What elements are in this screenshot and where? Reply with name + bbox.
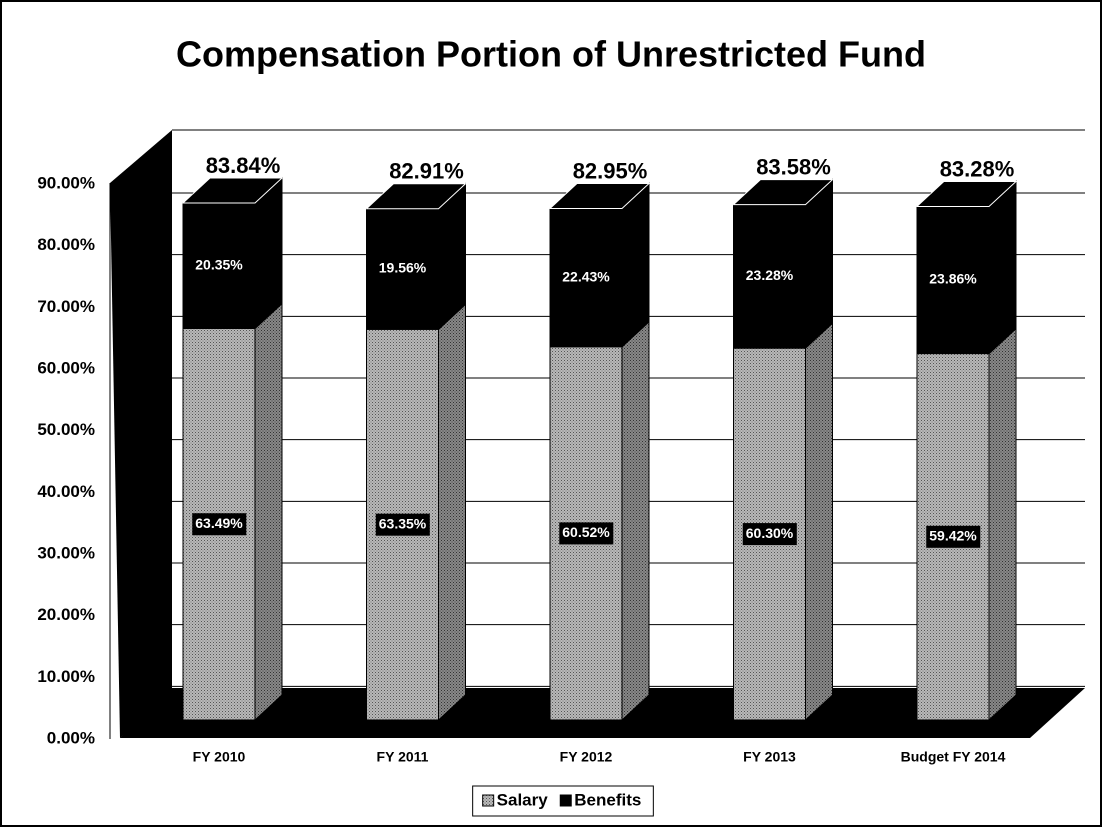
bar-side <box>988 180 1017 355</box>
bar-side <box>805 178 833 350</box>
total-label: 82.95% <box>573 158 648 183</box>
value-label-box <box>742 265 797 288</box>
bar-side <box>621 182 650 348</box>
value-label: 63.49% <box>195 515 243 531</box>
value-label: 63.35% <box>379 515 427 531</box>
chart-title: Compensation Portion of Unrestricted Fun… <box>176 34 926 75</box>
bar-side <box>805 322 833 722</box>
value-label: 60.30% <box>746 525 794 541</box>
y-tick-label: 60.00% <box>37 358 95 377</box>
y-tick-label: 80.00% <box>37 235 95 254</box>
y-tick-label: 20.00% <box>37 605 95 624</box>
value-label: 59.42% <box>929 527 977 543</box>
bar-top <box>365 183 467 210</box>
value-label: 60.52% <box>562 524 610 540</box>
value-label: 23.86% <box>929 271 977 287</box>
total-label: 83.84% <box>206 153 281 178</box>
value-label-box <box>926 269 981 292</box>
bar-side <box>254 302 283 722</box>
bar-side <box>254 176 283 330</box>
value-label-box <box>375 513 430 536</box>
bar-side <box>621 320 650 722</box>
total-label: 83.58% <box>756 154 831 179</box>
y-tick-label: 30.00% <box>37 543 95 562</box>
value-label: 20.35% <box>195 256 243 272</box>
value-label-box <box>926 525 981 548</box>
x-tick-label: FY 2010 <box>193 749 246 765</box>
total-label: 82.91% <box>389 159 464 184</box>
value-label: 19.56% <box>379 260 427 276</box>
bar-side <box>438 303 466 722</box>
y-tick-label: 0.00% <box>47 728 95 747</box>
value-label: 22.43% <box>562 268 610 284</box>
value-label-box <box>559 266 614 289</box>
x-tick-label: Budget FY 2014 <box>901 749 1006 765</box>
y-tick-label: 70.00% <box>37 297 95 316</box>
y-tick-label: 10.00% <box>37 667 95 686</box>
y-tick-label: 50.00% <box>37 420 95 439</box>
legend-label: Benefits <box>574 790 641 809</box>
legend-label: Salary <box>497 790 549 809</box>
value-label: 23.28% <box>746 267 794 283</box>
side-wall <box>110 130 172 738</box>
bar-top <box>732 179 834 206</box>
total-label: 83.28% <box>940 156 1015 181</box>
y-tick-label: 40.00% <box>37 482 95 501</box>
bar-side <box>988 327 1017 722</box>
x-tick-label: FY 2013 <box>743 749 796 765</box>
value-label-box <box>192 513 247 536</box>
value-label-box <box>742 523 797 546</box>
legend-swatch <box>482 794 495 807</box>
bar-top <box>915 180 1018 207</box>
legend: Salary Benefits <box>472 785 654 817</box>
x-tick-label: FY 2011 <box>377 749 429 765</box>
y-tick-label: 90.00% <box>37 173 95 192</box>
value-label-box <box>192 254 247 277</box>
bar-top <box>181 177 284 204</box>
value-label-box <box>559 522 614 545</box>
x-tick-label: FY 2012 <box>560 749 613 765</box>
bar-top <box>548 182 651 209</box>
value-label-box <box>375 258 430 281</box>
legend-swatch <box>559 794 572 807</box>
